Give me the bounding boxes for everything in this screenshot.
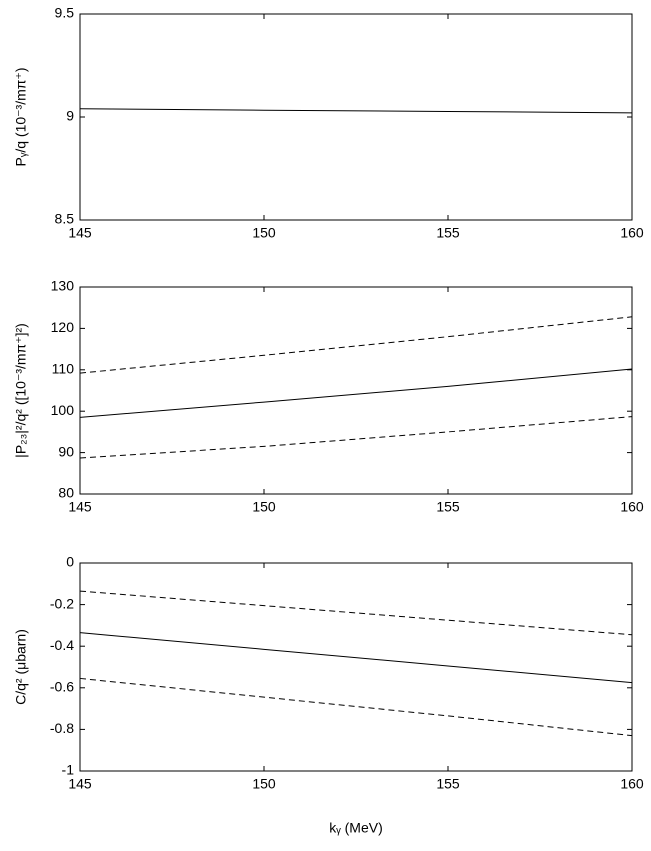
y-tick-label: -1 xyxy=(62,762,75,778)
x-tick-label: 145 xyxy=(68,776,92,792)
x-tick-label: 160 xyxy=(620,776,644,792)
line xyxy=(79,590,633,636)
y-tick-label: -0.2 xyxy=(50,595,74,611)
line xyxy=(79,416,633,459)
plot-frame xyxy=(79,13,633,221)
x-tick-label: 145 xyxy=(68,499,92,515)
x-tick-label: 150 xyxy=(252,225,276,241)
x-tick-label: 155 xyxy=(436,499,460,515)
line xyxy=(79,677,633,737)
y-tick-label: 120 xyxy=(51,319,75,335)
y-axis-label: C/q² (μbarn) xyxy=(13,629,29,705)
y-tick-label: 130 xyxy=(51,278,75,294)
line xyxy=(79,632,633,684)
x-tick-label: 150 xyxy=(252,776,276,792)
x-tick-label: 155 xyxy=(436,776,460,792)
x-tick-label: 160 xyxy=(620,499,644,515)
y-tick-label: 90 xyxy=(58,443,74,459)
y-tick-label: 9 xyxy=(66,108,74,124)
line xyxy=(79,108,633,114)
y-tick-label: 100 xyxy=(51,402,75,418)
y-tick-label: 9.5 xyxy=(55,5,75,21)
y-tick-label: 80 xyxy=(58,485,74,501)
y-tick-label: 0 xyxy=(66,554,74,570)
plot-frame xyxy=(79,286,633,495)
plot-frame xyxy=(79,562,633,772)
y-tick-label: 8.5 xyxy=(55,211,75,227)
y-tick-label: -0.6 xyxy=(50,679,74,695)
y-tick-label: -0.8 xyxy=(50,720,74,736)
x-axis-label: kᵧ (MeV) xyxy=(329,820,383,836)
line xyxy=(79,316,633,374)
line xyxy=(79,368,633,418)
x-tick-label: 145 xyxy=(68,225,92,241)
y-tick-label: -0.4 xyxy=(50,637,74,653)
y-axis-label: |P₂₃|²/q² ([10⁻³/mπ⁺]²) xyxy=(13,323,29,458)
x-tick-label: 160 xyxy=(620,225,644,241)
x-tick-label: 155 xyxy=(436,225,460,241)
y-axis-label: Pᵧ/q (10⁻³/mπ⁺) xyxy=(13,68,29,167)
y-tick-label: 110 xyxy=(52,361,75,377)
x-tick-label: 150 xyxy=(252,499,276,515)
